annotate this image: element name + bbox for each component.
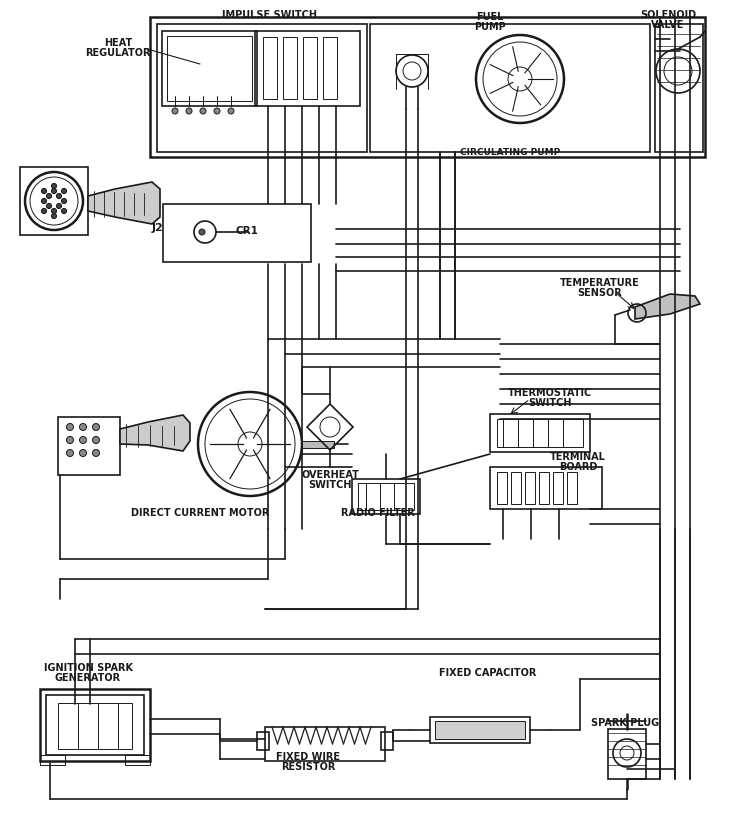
Circle shape <box>61 199 66 204</box>
Bar <box>511 473 521 505</box>
Text: RESISTOR: RESISTOR <box>281 761 335 771</box>
Text: HEAT: HEAT <box>104 38 132 48</box>
Text: TEMPERATURE: TEMPERATURE <box>560 278 640 287</box>
Text: FUEL: FUEL <box>476 12 504 22</box>
Text: GENERATOR: GENERATOR <box>55 672 121 682</box>
Text: SENSOR: SENSOR <box>577 287 623 297</box>
Bar <box>283 38 297 100</box>
Text: REGULATOR: REGULATOR <box>85 48 151 58</box>
Bar <box>257 732 269 750</box>
Circle shape <box>42 199 47 204</box>
Circle shape <box>228 109 234 115</box>
Bar <box>655 25 703 153</box>
Bar <box>265 727 385 761</box>
Circle shape <box>214 109 220 115</box>
Text: IMPULSE SWITCH: IMPULSE SWITCH <box>222 10 318 20</box>
Bar <box>263 38 277 100</box>
Text: CIRCULATING PUMP: CIRCULATING PUMP <box>460 147 560 156</box>
Bar <box>150 18 705 158</box>
Text: FIXED WIRE: FIXED WIRE <box>276 751 340 761</box>
Bar <box>302 441 334 449</box>
Bar <box>125 755 150 765</box>
Text: SOLENOID: SOLENOID <box>640 10 696 20</box>
Bar <box>370 25 650 153</box>
Bar <box>497 419 583 447</box>
Circle shape <box>93 437 99 444</box>
Bar <box>381 732 393 750</box>
Circle shape <box>79 424 87 431</box>
Text: SPARK PLUG: SPARK PLUG <box>591 717 659 727</box>
Circle shape <box>61 209 66 215</box>
Bar <box>352 479 420 514</box>
Bar <box>525 473 535 505</box>
Bar <box>553 473 563 505</box>
Bar <box>430 717 530 743</box>
Circle shape <box>66 424 74 431</box>
Circle shape <box>57 194 61 199</box>
Polygon shape <box>88 183 160 224</box>
Bar <box>157 25 367 153</box>
Circle shape <box>42 189 47 194</box>
Text: DIRECT CURRENT MOTOR: DIRECT CURRENT MOTOR <box>130 508 269 518</box>
Circle shape <box>66 450 74 457</box>
Text: PUMP: PUMP <box>474 22 506 32</box>
Bar <box>163 205 311 263</box>
Circle shape <box>52 215 57 219</box>
Circle shape <box>47 204 52 209</box>
Bar <box>490 468 602 509</box>
Circle shape <box>66 437 74 444</box>
Polygon shape <box>120 415 190 451</box>
Circle shape <box>93 424 99 431</box>
Bar <box>167 37 252 102</box>
Text: SWITCH: SWITCH <box>308 479 352 490</box>
Circle shape <box>57 204 61 209</box>
Circle shape <box>79 437 87 444</box>
Circle shape <box>47 194 52 199</box>
Text: IGNITION SPARK: IGNITION SPARK <box>44 663 133 672</box>
Circle shape <box>61 189 66 194</box>
Text: BOARD: BOARD <box>559 461 597 472</box>
Circle shape <box>93 450 99 457</box>
Bar <box>20 168 88 236</box>
Bar <box>539 473 549 505</box>
Bar <box>358 483 414 510</box>
Bar <box>58 418 120 475</box>
Bar <box>567 473 577 505</box>
Bar <box>435 721 525 739</box>
Bar <box>608 729 646 779</box>
Circle shape <box>79 450 87 457</box>
Text: OVERHEAT: OVERHEAT <box>301 469 359 479</box>
Text: CR1: CR1 <box>235 226 258 236</box>
Bar <box>497 473 507 505</box>
Circle shape <box>199 229 205 236</box>
Circle shape <box>52 184 57 189</box>
Circle shape <box>200 109 206 115</box>
Text: THERMOSTATIC: THERMOSTATIC <box>508 387 592 397</box>
Text: SWITCH: SWITCH <box>529 397 572 408</box>
Bar <box>58 704 132 749</box>
Bar <box>40 755 65 765</box>
Text: VALVE: VALVE <box>651 20 685 30</box>
Circle shape <box>172 109 178 115</box>
Circle shape <box>186 109 192 115</box>
Text: J2: J2 <box>152 223 164 233</box>
Text: TERMINAL: TERMINAL <box>550 451 606 461</box>
Bar <box>162 32 257 106</box>
Bar <box>46 695 144 755</box>
Bar <box>303 38 317 100</box>
Bar <box>490 414 590 452</box>
Text: RADIO FILTER: RADIO FILTER <box>341 508 415 518</box>
Polygon shape <box>635 295 700 319</box>
Circle shape <box>42 209 47 215</box>
Circle shape <box>52 209 57 215</box>
Bar <box>40 689 150 761</box>
Text: FIXED CAPACITOR: FIXED CAPACITOR <box>440 667 537 677</box>
Circle shape <box>52 189 57 194</box>
Bar <box>323 38 337 100</box>
Bar <box>255 32 360 106</box>
